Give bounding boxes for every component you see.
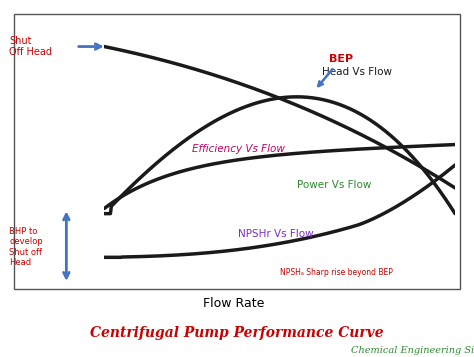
Text: Chemical Engineering Site: Chemical Engineering Site [351, 346, 474, 356]
Text: Shut
Off Head: Shut Off Head [9, 36, 53, 57]
Text: BHP to
develop
Shut off
Head: BHP to develop Shut off Head [9, 227, 43, 267]
Text: Efficiency Vs Flow: Efficiency Vs Flow [192, 144, 285, 154]
Text: NPSHₐ Sharp rise beyond BEP: NPSHₐ Sharp rise beyond BEP [280, 268, 392, 277]
Text: Flow Rate: Flow Rate [203, 297, 265, 310]
Text: Head Vs Flow: Head Vs Flow [322, 67, 392, 77]
Text: Centrifugal Pump Performance Curve: Centrifugal Pump Performance Curve [90, 326, 384, 340]
Text: NPSHr Vs Flow: NPSHr Vs Flow [237, 229, 313, 239]
Text: BEP: BEP [319, 54, 353, 86]
Text: Power Vs Flow: Power Vs Flow [297, 180, 372, 190]
